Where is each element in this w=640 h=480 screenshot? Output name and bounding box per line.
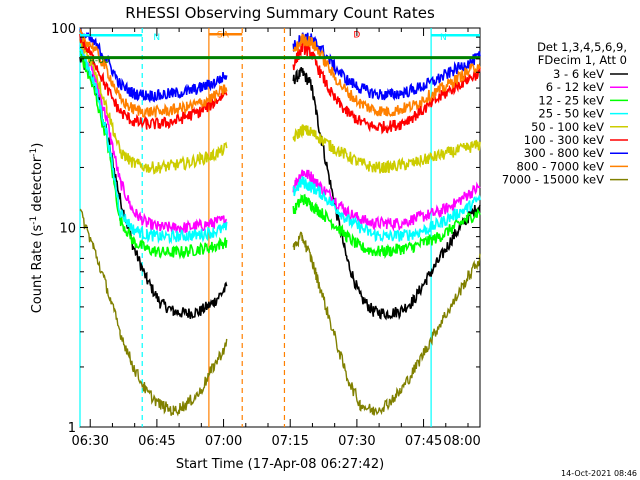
x-tick-label: 07:30 xyxy=(338,434,375,449)
series-line-5 xyxy=(79,33,481,135)
x-axis-label: Start Time (17-Apr-08 06:27:42) xyxy=(176,457,384,472)
annotation-label: N xyxy=(440,33,447,43)
legend-label: 6 - 12 keV xyxy=(546,80,604,94)
series-line-7 xyxy=(79,27,481,119)
series-line-6 xyxy=(79,27,481,104)
y-label-sup2: -1 xyxy=(29,148,39,157)
legend-header-1: Det 1,3,4,5,6,9, xyxy=(537,40,627,54)
series-line-1 xyxy=(79,43,481,234)
x-tick-label: 06:45 xyxy=(138,434,175,449)
chart-title: RHESSI Observing Summary Count Rates xyxy=(125,4,435,22)
y-axis: 1 10 100 xyxy=(51,22,480,436)
x-tick-label: 08:00 xyxy=(443,434,480,449)
y-label-end: ) xyxy=(30,143,45,148)
series-layer xyxy=(79,27,481,417)
legend-label: 300 - 800 keV xyxy=(524,146,604,160)
legend-label: 800 - 7000 keV xyxy=(516,159,604,173)
y-axis-label: Count Rate (s-1 detector-1) xyxy=(29,143,45,314)
annotation-label: A-60 xyxy=(89,56,110,66)
x-axis: 06:30 06:45 07:00 07:15 07:30 07:45 08:00 xyxy=(71,28,481,449)
y-tick-label: 10 xyxy=(59,222,76,237)
y-label-main: Count Rate (s xyxy=(30,225,45,314)
x-tick-label: 07:45 xyxy=(405,434,442,449)
legend-label: 100 - 300 keV xyxy=(524,133,604,147)
footer-timestamp: 14-Oct-2021 08:46 xyxy=(561,469,637,478)
legend-label: 7000 - 15000 keV xyxy=(502,173,604,187)
y-label-mid: detector xyxy=(30,156,45,216)
x-tick-label: 07:00 xyxy=(205,434,242,449)
legend-label: 3 - 6 keV xyxy=(553,67,604,81)
x-tick-label: 07:15 xyxy=(271,434,308,449)
legend-label: 12 - 25 keV xyxy=(538,93,604,107)
y-tick-label: 1 xyxy=(68,421,76,436)
legend-label: 25 - 50 keV xyxy=(538,107,604,121)
series-line-2 xyxy=(79,50,481,260)
legend: Det 1,3,4,5,6,9, FDecim 1, Att 0 3 - 6 k… xyxy=(502,40,628,187)
legend-header-2: FDecim 1, Att 0 xyxy=(538,53,627,67)
series-line-8 xyxy=(79,208,481,417)
x-tick-label: 06:30 xyxy=(71,434,108,449)
series-line-4 xyxy=(79,39,481,175)
series-line-3 xyxy=(79,43,481,245)
y-label-sup1: -1 xyxy=(29,216,39,225)
y-tick-label: 100 xyxy=(51,22,76,37)
legend-label: 50 - 100 keV xyxy=(531,120,604,134)
annotation-label: N xyxy=(153,33,160,43)
